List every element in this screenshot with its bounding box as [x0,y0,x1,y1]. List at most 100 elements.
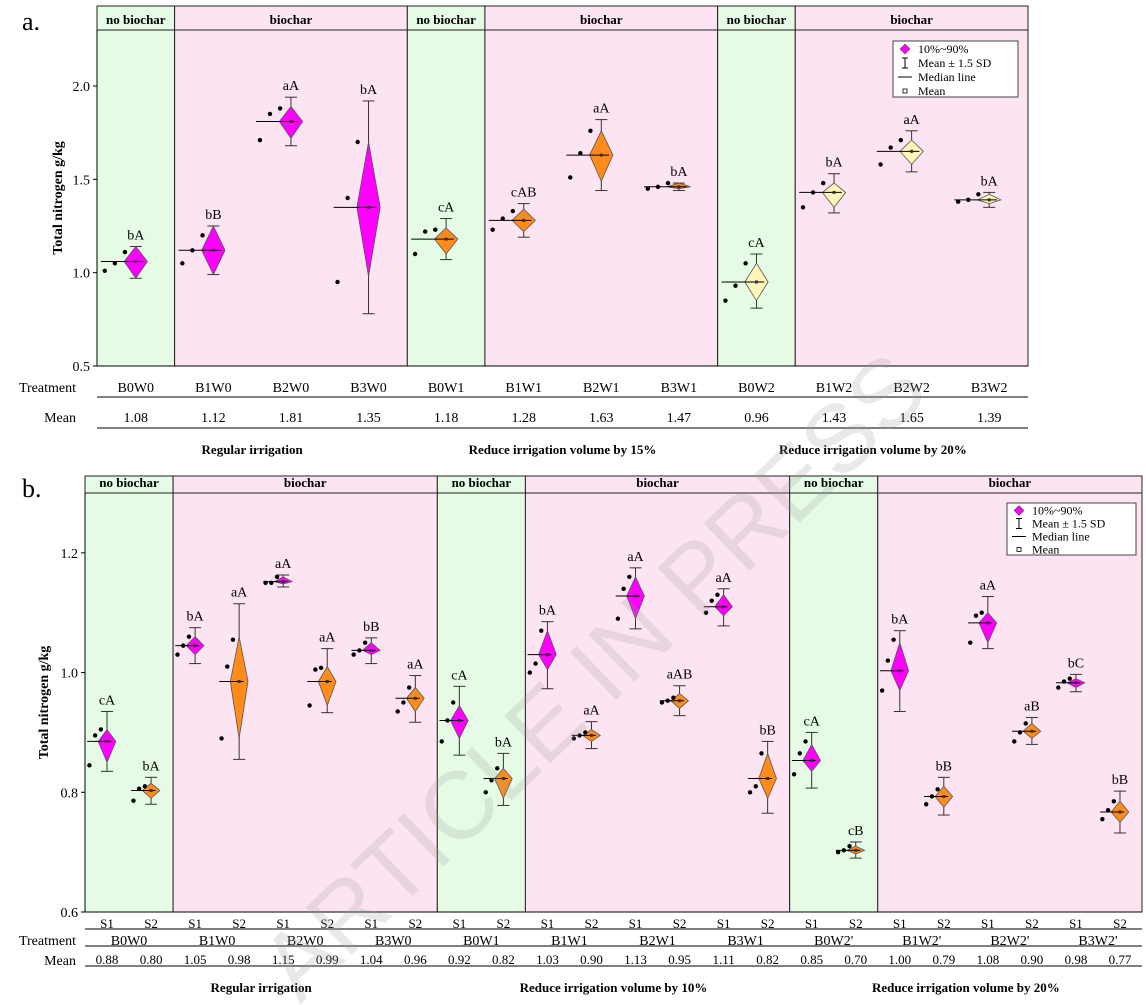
mean-marker [522,218,526,222]
band-background [406,29,486,367]
significance-label: aA [980,579,997,594]
data-point [401,700,406,705]
violin-10: bA [527,604,557,690]
mean-value: 0.96 [744,411,769,426]
legend-entry: 10%~90% [918,42,968,56]
data-point [483,790,488,795]
significance-label: bB [205,208,221,223]
significance-label: bA [360,83,378,98]
data-point [835,849,841,855]
data-point [571,736,577,741]
legend-box [892,40,1019,98]
subcategory-label: S1 [100,916,114,931]
treatment-label: B0W1 [428,381,465,396]
data-point [345,195,350,201]
mean-marker [501,777,505,781]
band-header-label: no biochar [416,12,476,27]
treatment-label: B0W2' [814,934,853,949]
subcategory-label: S2 [408,916,422,931]
violin-shape [229,636,249,739]
data-point [92,733,98,738]
mean-marker [134,259,138,263]
mean-marker [105,739,109,743]
data-point [709,598,714,603]
band-header-cell [96,5,176,31]
violin-shape [890,641,910,692]
significance-label: cB [848,824,864,839]
data-point [791,772,797,777]
mean-marker [766,777,770,781]
data-point [659,700,665,705]
significance-label: bB [1112,773,1128,788]
subcategory-label: S2 [1025,916,1039,931]
subcategory-label: S2 [937,916,951,931]
significance-label: aA [583,704,600,719]
irrigation-group-label: Reduce irrigation volume by 20% [779,442,967,457]
violin-shape [538,629,557,671]
mean-value: 1.63 [589,411,614,426]
significance-label: bB [936,759,952,774]
significance-label: cAB [511,186,537,201]
mean-value: 1.00 [888,952,911,967]
subcategory-label: S1 [629,916,643,931]
data-point [181,643,186,648]
mean-value: 0.98 [1065,952,1088,967]
mean-value: 1.04 [360,952,383,967]
treatment-label: B3W1 [727,934,764,949]
data-point [1105,808,1111,813]
treatment-label: B0W2 [738,381,775,396]
significance-label: bB [759,723,775,738]
subcategory-label: S1 [541,916,555,931]
treatment-label: B1W2' [902,934,941,949]
significance-label: aB [1024,699,1040,714]
violin-shape [758,752,777,800]
data-point [588,128,593,133]
treatment-label: B2W0 [273,381,310,396]
violin-1: bA [131,759,161,805]
band-background [484,29,719,367]
panel-label: a. [22,7,40,36]
data-point [539,628,544,633]
violin-shape [317,665,337,707]
significance-label: bA [891,613,909,628]
mean-marker [722,605,726,609]
mean-value: 1.15 [272,952,295,967]
treatment-label: B3W2' [1078,934,1117,949]
violin-11: bA [954,174,1002,208]
subcategory-label: S1 [276,916,290,931]
y-tick-label: 2.0 [73,80,91,95]
subcategory-label: S1 [805,916,819,931]
legend-entry: Median line [918,70,976,84]
significance-label: cA [438,201,455,216]
data-point [955,199,961,204]
row-label-mean: Mean [44,954,76,969]
mean-value: 0.82 [492,952,515,967]
significance-label: bA [127,229,145,244]
data-point [929,794,935,799]
data-point [1017,730,1023,735]
mean-value: 1.28 [511,411,536,426]
subcategory-label: S1 [452,916,466,931]
data-point [665,180,671,186]
violin-12: aA [615,550,645,630]
legend-diamond-icon [1013,505,1025,516]
treatment-label: B2W1 [583,381,620,396]
violin-4: aA [263,557,294,588]
significance-label: bA [187,610,205,625]
significance-label: bC [1068,656,1084,671]
data-point [422,229,428,234]
mean-marker [369,648,373,652]
data-point [803,739,808,744]
mean-marker [1074,681,1078,685]
significance-label: aA [275,557,292,572]
violin-9: bA [799,156,847,214]
treatment-label: B1W1 [505,381,542,396]
mean-marker [444,237,448,241]
data-point [131,798,136,803]
violin-17: cB [835,824,866,859]
data-point [621,586,626,591]
data-point [627,574,632,579]
treatment-label: B1W0 [195,381,232,396]
y-axis-title: Total nitrogen g/kg [37,646,52,760]
y-axis-title: Total nitrogen g/kg [51,141,66,255]
